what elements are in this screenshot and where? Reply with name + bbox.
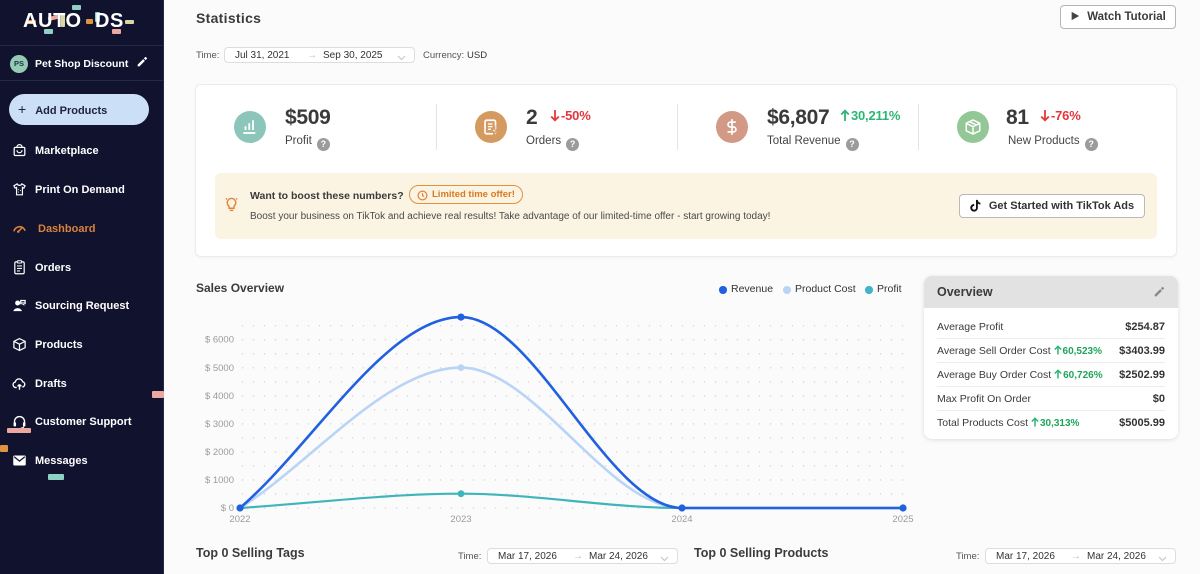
svg-text:$ 6000: $ 6000 (205, 335, 234, 346)
svg-text:$ 4000: $ 4000 (205, 391, 234, 402)
svg-text:$ 5000: $ 5000 (205, 363, 234, 374)
svg-text:2023: 2023 (450, 514, 471, 525)
svg-text:$ 3000: $ 3000 (205, 419, 234, 430)
svg-text:$ 2000: $ 2000 (205, 447, 234, 458)
svg-text:2025: 2025 (892, 514, 913, 525)
svg-text:2022: 2022 (229, 514, 250, 525)
svg-text:$ 1000: $ 1000 (205, 475, 234, 486)
svg-text:$ 0: $ 0 (221, 503, 234, 514)
svg-text:2024: 2024 (671, 514, 692, 525)
